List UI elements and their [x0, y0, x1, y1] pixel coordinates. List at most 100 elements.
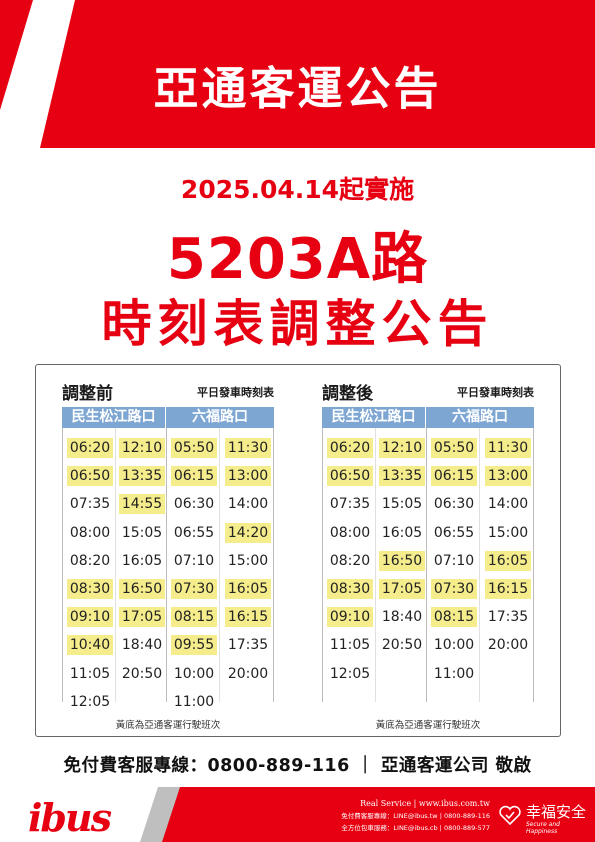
departure-time: 12:05: [69, 693, 111, 710]
time-cell: 16:05: [482, 547, 534, 575]
time-cell: 06:50: [324, 462, 376, 490]
effective-date: 2025.04.14起實施: [180, 175, 415, 204]
time-cell: 11:30: [482, 434, 534, 462]
time-cell: 14:00: [222, 490, 274, 518]
time-cell: 12:05: [324, 660, 376, 688]
departure-time: 20:00: [227, 665, 269, 682]
departure-time: 18:40: [121, 637, 163, 654]
route-name: 5203A路: [166, 227, 429, 292]
departure-time: 08:30: [326, 579, 374, 600]
departure-time: 10:40: [66, 635, 114, 656]
panel-label: 調整前: [62, 384, 113, 404]
departure-time: 15:00: [227, 552, 269, 569]
departure-time: 20:50: [381, 637, 423, 654]
time-cell: 17:05: [376, 575, 428, 603]
time-cell: 06:20: [64, 434, 116, 462]
time-cell: 11:05: [64, 660, 116, 688]
time-cell: 06:55: [428, 519, 480, 547]
time-cell: 13:00: [482, 462, 534, 490]
divider: [219, 428, 220, 702]
departure-time: 20:00: [487, 637, 529, 654]
ibus-logo: ibus: [28, 795, 112, 840]
departure-time: 06:20: [326, 438, 374, 459]
departure-time: 09:10: [66, 607, 114, 628]
panel-header: 調整後 平日發車時刻表: [322, 379, 534, 405]
column-header-minsheng-songjiang: 民生松江路口: [62, 407, 166, 428]
departure-time: 16:05: [381, 524, 423, 541]
time-cell: 05:50: [168, 434, 220, 462]
time-cell: 11:30: [222, 434, 274, 462]
time-cell: 09:10: [324, 603, 376, 631]
time-cell: 13:00: [222, 462, 274, 490]
departure-time: 08:20: [329, 552, 371, 569]
departure-time: 16:05: [484, 550, 532, 571]
time-cell: 16:50: [116, 575, 168, 603]
departure-time: 08:20: [69, 552, 111, 569]
departure-time: 11:05: [329, 637, 371, 654]
legend-note: 黃底為亞通客運行駛班次: [115, 720, 221, 731]
departure-time: 14:20: [224, 522, 272, 543]
time-cell: 07:10: [428, 547, 480, 575]
time-cell: 09:55: [168, 631, 220, 659]
header-banner: 亞通客運公告: [0, 0, 595, 148]
time-cell: 13:35: [116, 462, 168, 490]
time-cell: 20:50: [116, 660, 168, 688]
departure-time: 11:05: [69, 665, 111, 682]
column-header-liufu: 六福路口: [166, 407, 274, 428]
time-cell: 12:10: [116, 434, 168, 462]
timetable-before: 調整前 平日發車時刻表 民生松江路口 六福路口 06:20 06:50 07:35 0…: [62, 379, 274, 731]
departure-time: 07:35: [329, 496, 371, 513]
time-column: 11:30 13:00 14:00 14:20 15:00 16:05 16:15 17:35…: [222, 434, 274, 688]
departure-time: 15:05: [121, 524, 163, 541]
divider: [166, 428, 167, 702]
time-column: 05:50 06:15 06:30 06:55 07:10 07:30 08:15 09:55…: [168, 434, 220, 716]
time-cell: 08:30: [64, 575, 116, 603]
time-cell: 06:20: [324, 434, 376, 462]
time-cell: 13:35: [376, 462, 428, 490]
time-column: 12:10 13:35 14:55 15:05 16:05 16:50 17:05 18:40…: [116, 434, 168, 688]
time-cell: 12:10: [376, 434, 428, 462]
time-cell: 16:05: [116, 547, 168, 575]
departure-time: 16:50: [118, 579, 166, 600]
departure-time: 16:05: [121, 552, 163, 569]
time-cell: 17:35: [222, 631, 274, 659]
time-cell: 10:40: [64, 631, 116, 659]
departure-time: 06:30: [433, 496, 475, 513]
departure-time: 13:35: [118, 466, 166, 487]
departure-time: 13:00: [484, 466, 532, 487]
time-cell: 07:10: [168, 547, 220, 575]
departure-time: 11:00: [433, 665, 475, 682]
footer-website: Real Service | www.ibus.com.tw: [360, 799, 490, 808]
time-cell: 11:05: [324, 631, 376, 659]
time-cell: 20:00: [222, 660, 274, 688]
time-cell: 11:00: [168, 688, 220, 716]
time-cell: 09:10: [64, 603, 116, 631]
departure-time: 20:50: [121, 665, 163, 682]
departure-time: 07:30: [430, 579, 478, 600]
footer-hotline: 免付費客服專線：LINE@ibus.tw | 0800-889-116: [341, 812, 490, 820]
footer: ibus Real Service | www.ibus.com.tw 免付費客…: [0, 787, 595, 842]
brand-text: 幸福安全: [526, 803, 587, 821]
time-cell: 15:00: [222, 547, 274, 575]
legend-note: 黃底為亞通客運行駛班次: [375, 720, 481, 731]
departure-time: 16:50: [378, 550, 426, 571]
timetable-grid: 民生松江路口 六福路口 06:20 06:50 07:35 08:00 08:20 08:…: [62, 407, 274, 710]
time-cell: 11:00: [428, 660, 480, 688]
time-cell: 15:00: [482, 519, 534, 547]
column-header-liufu: 六福路口: [426, 407, 534, 428]
brand-subtitle: Secure and Happiness: [526, 821, 560, 835]
departure-time: 10:00: [433, 637, 475, 654]
hotline-text: 免付費客服專線：0800-889-116 ｜ 亞通客運公司 敬啟: [63, 756, 532, 776]
banner-title: 亞通客運公告: [153, 62, 442, 115]
footer-charter: 全方位包車服務：LINE@ibus.cb | 0800-889-577: [341, 824, 490, 832]
time-cell: 20:00: [482, 631, 534, 659]
departure-time: 11:30: [224, 438, 272, 459]
divider: [426, 428, 427, 702]
time-cell: 17:05: [116, 603, 168, 631]
departure-time: 06:15: [430, 466, 478, 487]
departure-time: 05:50: [430, 438, 478, 459]
departure-time: 15:05: [381, 496, 423, 513]
departure-time: 15:00: [487, 524, 529, 541]
time-cell: 17:35: [482, 603, 534, 631]
time-cell: 07:30: [168, 575, 220, 603]
